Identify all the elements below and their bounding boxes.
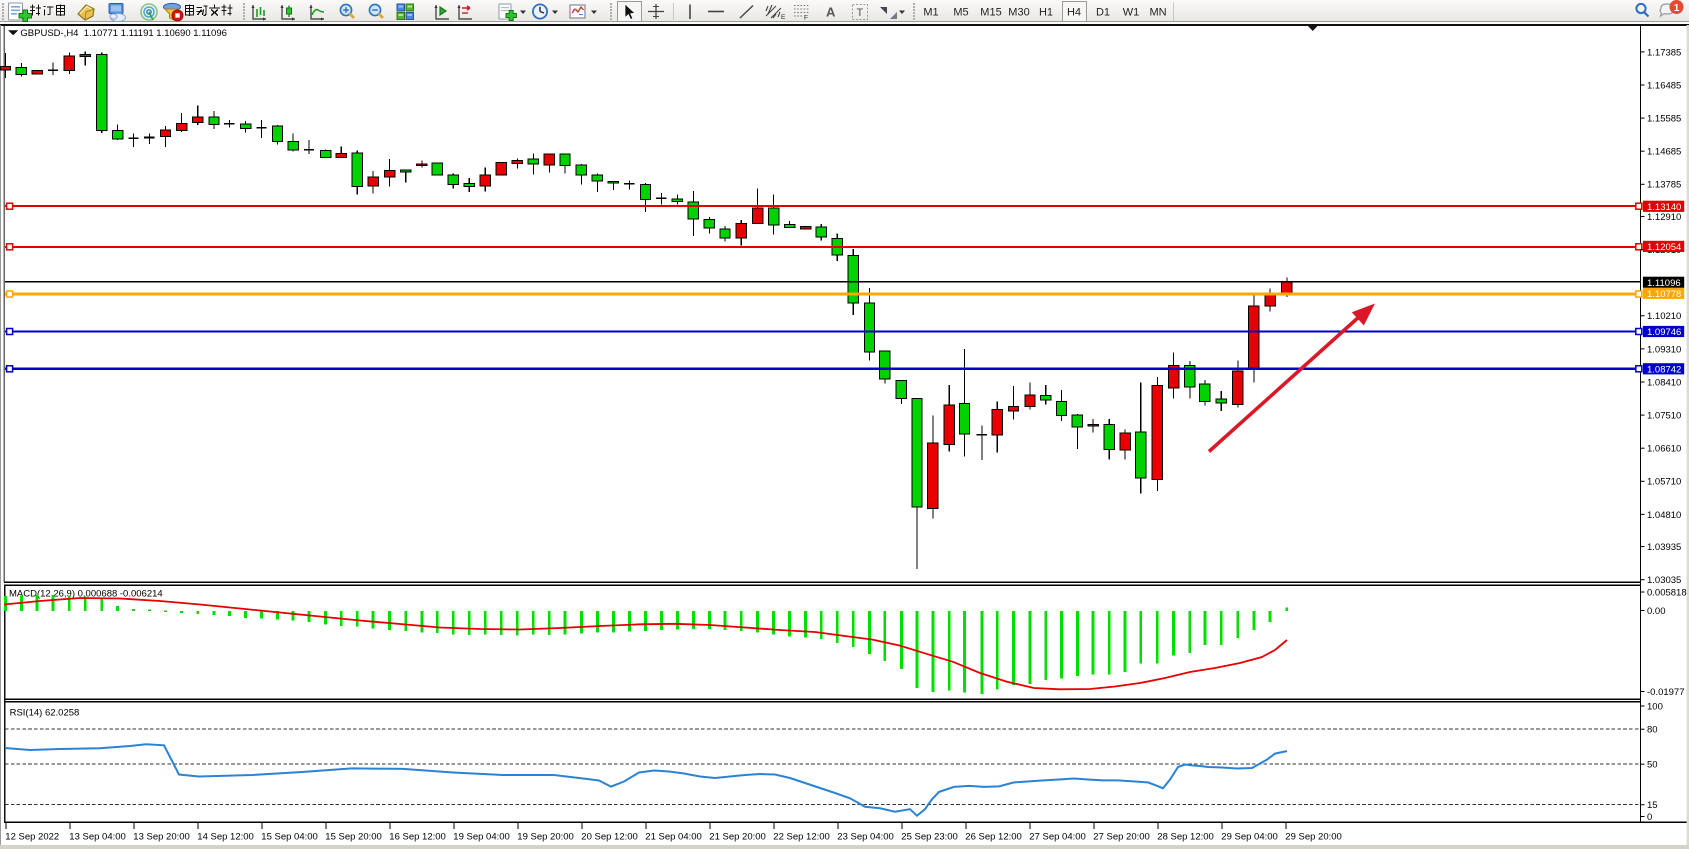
svg-text:13 Sep 20:00: 13 Sep 20:00 <box>133 832 190 843</box>
svg-text:80: 80 <box>1647 725 1658 736</box>
svg-text:H4: H4 <box>1067 7 1081 19</box>
svg-text:19 Sep 04:00: 19 Sep 04:00 <box>453 832 510 843</box>
svg-text:1: 1 <box>1674 2 1680 14</box>
svg-text:D1: D1 <box>1096 7 1110 19</box>
svg-text:1.05710: 1.05710 <box>1647 477 1681 488</box>
svg-text:E: E <box>781 14 786 21</box>
svg-text:1.10778: 1.10778 <box>1647 289 1681 300</box>
svg-text:15: 15 <box>1647 800 1658 811</box>
svg-text:23 Sep 04:00: 23 Sep 04:00 <box>837 832 894 843</box>
svg-text:15 Sep 04:00: 15 Sep 04:00 <box>261 832 318 843</box>
svg-text:16 Sep 12:00: 16 Sep 12:00 <box>389 832 446 843</box>
svg-text:F: F <box>804 15 808 22</box>
svg-text:1.12054: 1.12054 <box>1647 242 1681 253</box>
svg-text:27 Sep 04:00: 27 Sep 04:00 <box>1029 832 1086 843</box>
svg-text:1.12910: 1.12910 <box>1647 212 1681 223</box>
svg-text:1.16485: 1.16485 <box>1647 80 1681 91</box>
svg-text:22 Sep 12:00: 22 Sep 12:00 <box>773 832 830 843</box>
svg-text:A: A <box>826 5 836 20</box>
svg-text:M30: M30 <box>1008 7 1029 19</box>
svg-text:25 Sep 23:00: 25 Sep 23:00 <box>901 832 958 843</box>
svg-text:M1: M1 <box>923 7 938 19</box>
svg-text:20 Sep 12:00: 20 Sep 12:00 <box>581 832 638 843</box>
svg-text:W1: W1 <box>1123 7 1140 19</box>
svg-text:1.11096: 1.11096 <box>1647 278 1681 289</box>
svg-text:29 Sep 04:00: 29 Sep 04:00 <box>1221 832 1278 843</box>
svg-text:1.06610: 1.06610 <box>1647 444 1681 455</box>
svg-text:28 Sep 12:00: 28 Sep 12:00 <box>1157 832 1214 843</box>
svg-text:1.13785: 1.13785 <box>1647 180 1681 191</box>
svg-text:19 Sep 20:00: 19 Sep 20:00 <box>517 832 574 843</box>
svg-text:12 Sep 2022: 12 Sep 2022 <box>5 832 59 843</box>
svg-text:13 Sep 04:00: 13 Sep 04:00 <box>69 832 126 843</box>
svg-text:26 Sep 12:00: 26 Sep 12:00 <box>965 832 1022 843</box>
svg-text:21 Sep 20:00: 21 Sep 20:00 <box>709 832 766 843</box>
svg-text:14 Sep 12:00: 14 Sep 12:00 <box>197 832 254 843</box>
svg-text:RSI(14) 62.0258: RSI(14) 62.0258 <box>10 708 80 719</box>
svg-text:1.03035: 1.03035 <box>1647 575 1681 586</box>
svg-text:0.00: 0.00 <box>1647 606 1666 617</box>
svg-text:1.09310: 1.09310 <box>1647 344 1681 355</box>
svg-text:H1: H1 <box>1039 7 1053 19</box>
svg-text:T: T <box>857 7 864 19</box>
svg-text:100: 100 <box>1647 701 1663 712</box>
svg-text:15 Sep 20:00: 15 Sep 20:00 <box>325 832 382 843</box>
svg-text:1.09746: 1.09746 <box>1647 327 1681 338</box>
svg-text:29 Sep 20:00: 29 Sep 20:00 <box>1285 832 1342 843</box>
svg-text:MACD(12,26,9) 0.000688 -0.0062: MACD(12,26,9) 0.000688 -0.006214 <box>9 588 163 599</box>
svg-text:M15: M15 <box>980 7 1001 19</box>
svg-text:50: 50 <box>1647 760 1658 771</box>
svg-text:21 Sep 04:00: 21 Sep 04:00 <box>645 832 702 843</box>
svg-text:1.17385: 1.17385 <box>1647 47 1681 58</box>
svg-text:0: 0 <box>1647 812 1652 823</box>
svg-text:27 Sep 20:00: 27 Sep 20:00 <box>1093 832 1150 843</box>
svg-text:GBPUSD-,H4 1.10771 1.11191 1.: GBPUSD-,H4 1.10771 1.11191 1.10690 1.110… <box>20 28 227 39</box>
svg-text:1.03935: 1.03935 <box>1647 542 1681 553</box>
svg-text:MN: MN <box>1149 7 1166 19</box>
svg-text:1.14685: 1.14685 <box>1647 147 1681 158</box>
svg-text:1.15585: 1.15585 <box>1647 113 1681 124</box>
svg-text:1.10210: 1.10210 <box>1647 311 1681 322</box>
svg-text:1.13140: 1.13140 <box>1647 202 1681 213</box>
svg-text:-0.01977: -0.01977 <box>1647 687 1685 698</box>
svg-text:M5: M5 <box>953 7 968 19</box>
svg-text:1.08742: 1.08742 <box>1647 364 1681 375</box>
svg-text:1.08410: 1.08410 <box>1647 377 1681 388</box>
svg-text:1.07510: 1.07510 <box>1647 410 1681 421</box>
svg-text:0.005818: 0.005818 <box>1647 587 1687 598</box>
svg-text:1.04810: 1.04810 <box>1647 510 1681 521</box>
